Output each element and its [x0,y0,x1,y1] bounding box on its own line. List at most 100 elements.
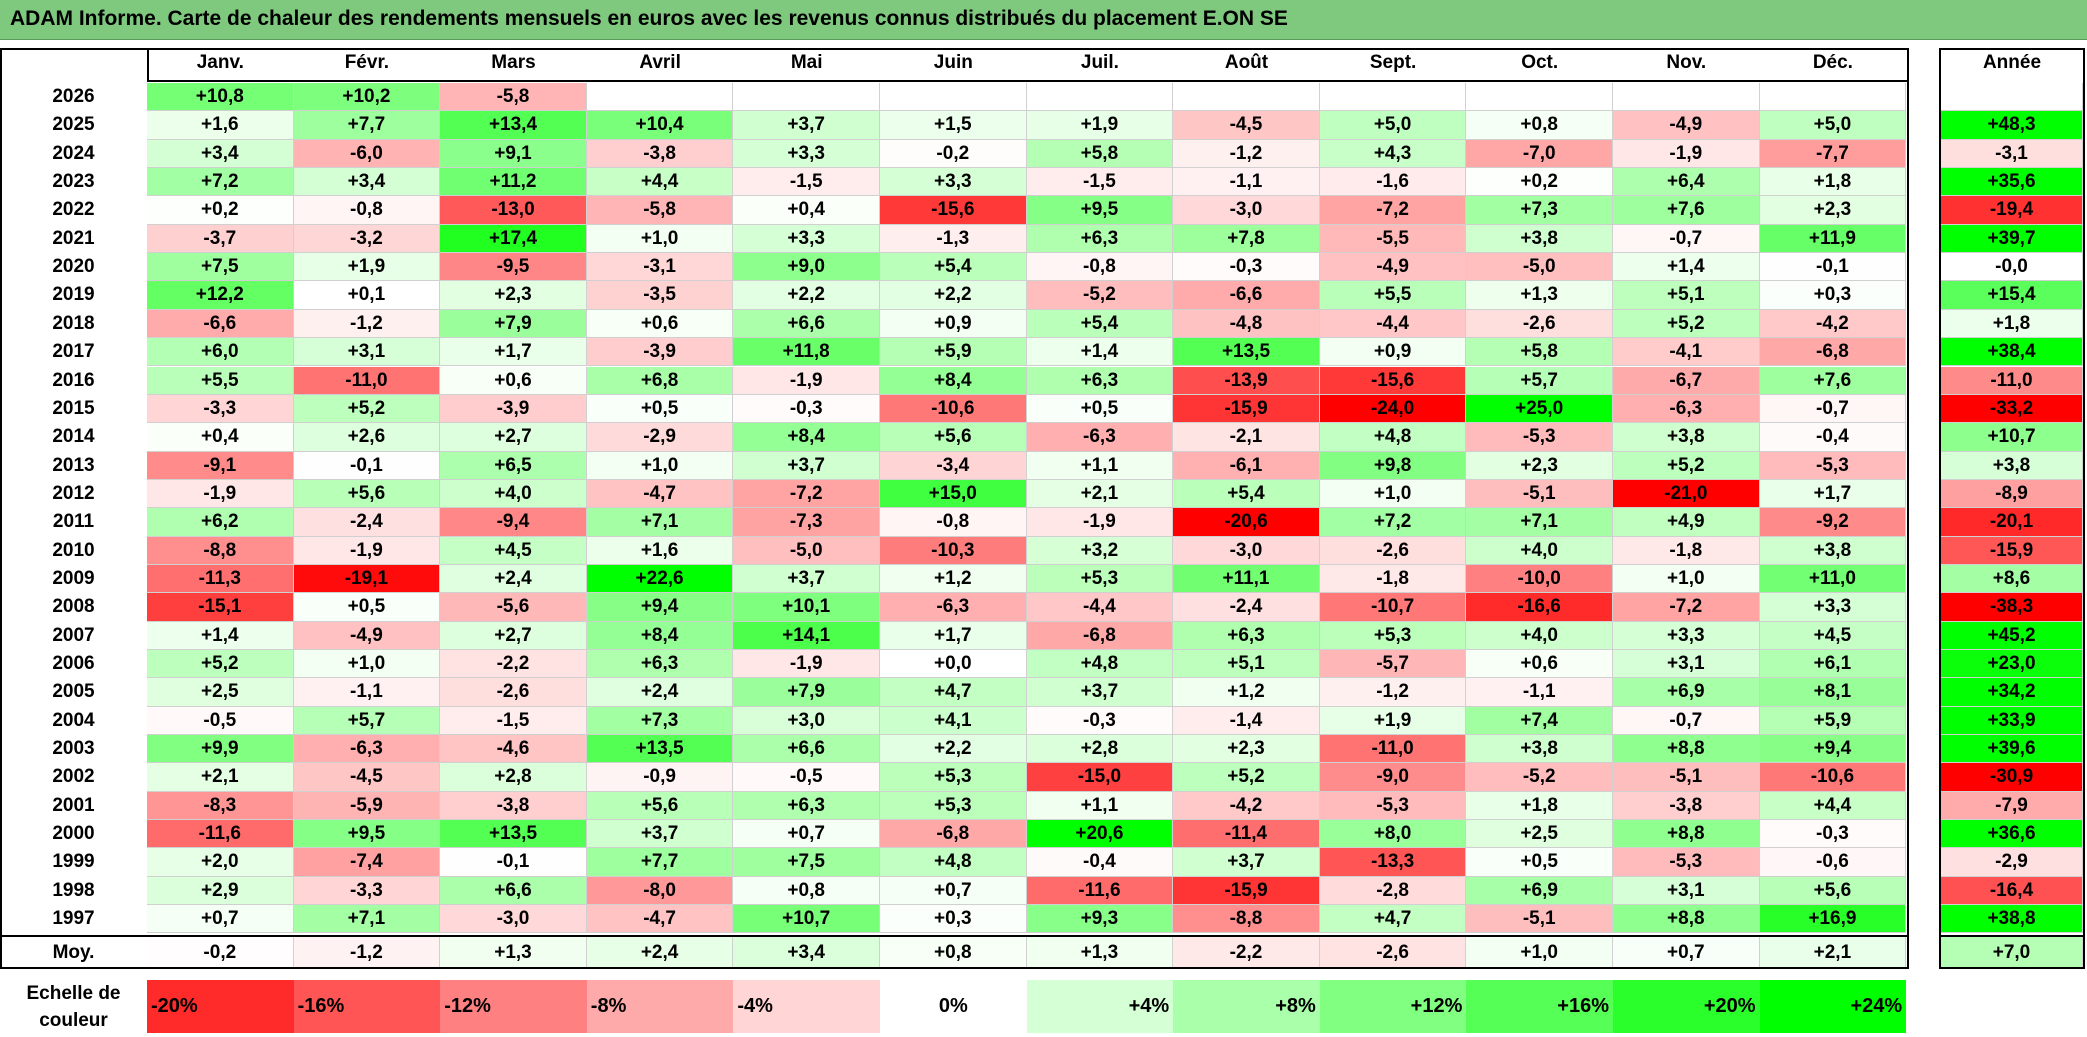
heatmap-cell: +2,1 [147,763,294,792]
heatmap-cell: -6,8 [1759,338,1907,367]
heatmap-cell: -1,8 [1613,536,1760,565]
heatmap-cell: +0,3 [880,905,1027,934]
heatmap-cell: -10,7 [1319,593,1467,622]
heatmap-cell: +6,0 [147,338,294,367]
year-label: 2004 [52,709,95,731]
heatmap-cell: +11,0 [1759,564,1907,594]
heatmap-cell: -1,3 [880,224,1027,254]
heatmap-cell: +5,4 [880,253,1027,282]
heatmap-cell: -4,9 [1613,111,1760,140]
heatmap-cell: -11,0 [1319,735,1467,764]
heatmap-cell: +2,9 [147,876,294,906]
heatmap-cell: -0,8 [293,196,441,225]
heatmap-cell: +5,2 [1613,451,1760,480]
heatmap-cell: +0,8 [1466,111,1613,140]
heatmap-cell: +6,2 [147,508,294,537]
year-label: 2025 [52,114,95,136]
annual-cell: -15,9 [1941,536,2083,565]
heatmap-cell: +0,7 [733,820,880,849]
year-label: 2000 [52,823,95,845]
heatmap-cell: +3,2 [1026,536,1174,565]
heatmap-cell: -6,3 [880,593,1027,622]
heatmap-cell: +0,4 [733,196,880,225]
heatmap-cell: -4,8 [1173,309,1320,339]
color-scale-swatch: -4% [733,980,880,1033]
heatmap-cell: +5,4 [1173,479,1320,509]
heatmap-cell: -6,3 [1026,423,1174,452]
heatmap-cell: -4,7 [586,479,734,509]
heatmap-cell: +4,7 [880,678,1027,707]
heatmap-cell: -13,9 [1173,366,1320,395]
heatmap-cell: -5,3 [1319,791,1467,821]
heatmap-cell: +9,3 [1026,905,1174,934]
heatmap-cell: -8,8 [147,536,294,565]
month-header: Nov. [1666,52,1707,73]
heatmap-cell: -5,3 [1759,451,1907,480]
title-bar: ADAM Informe. Carte de chaleur des rende… [0,0,2087,40]
heatmap-cell: +5,5 [1319,281,1467,310]
annual-cell: -0,0 [1941,253,2083,282]
year-label: 2015 [52,397,95,419]
heatmap-cell: +3,4 [147,139,294,169]
heatmap-cell: +2,1 [1026,479,1174,509]
heatmap-cell: +2,2 [880,735,1027,764]
heatmap-cell: +2,8 [440,763,587,792]
heatmap-cell: +6,3 [1026,366,1174,395]
heatmap-cell: +4,1 [880,706,1027,736]
heatmap-cell: -6,1 [1173,451,1320,480]
heatmap-cell: +22,6 [586,564,734,594]
heatmap-cell: +0,5 [1466,848,1613,877]
heatmap-cell: +5,7 [1466,366,1613,395]
annual-cell: -20,1 [1941,508,2083,537]
heatmap-cell: -1,9 [1026,508,1174,537]
heatmap-cell: -4,2 [1759,309,1907,339]
heatmap-cell: +2,4 [586,678,734,707]
heatmap-cell: +7,3 [586,706,734,736]
heatmap-cell: +14,1 [733,621,880,650]
heatmap-cell: -11,6 [1026,876,1174,906]
year-label: 2012 [52,482,95,504]
heatmap-cell: +1,2 [1173,678,1320,707]
heatmap-cell: +5,3 [1026,564,1174,594]
year-label: 1999 [52,851,95,873]
heatmap-cell: -6,0 [293,139,441,169]
month-header: Janv. [196,52,244,73]
heatmap-cell: +1,0 [586,451,734,480]
heatmap-cell: -1,1 [1466,678,1613,707]
year-label: 2002 [52,766,95,788]
year-label: 1997 [52,908,95,930]
annual-cell: -8,9 [1941,479,2083,509]
heatmap-cell: -15,0 [1026,763,1174,792]
heatmap-cell: -7,2 [1613,593,1760,622]
annual-cell: -7,9 [1941,791,2083,821]
heatmap-cell: +9,4 [1759,735,1907,764]
heatmap-cell: -7,2 [1319,196,1467,225]
heatmap-cell: -3,3 [147,394,294,424]
heatmap-cell: +13,5 [440,820,587,849]
heatmap-cell: +11,8 [733,338,880,367]
annual-cell: -33,2 [1941,394,2083,424]
annual-cell: +36,6 [1941,820,2083,849]
heatmap-cell: +8,4 [586,621,734,650]
heatmap-cell: +9,4 [586,593,734,622]
average-separator [0,935,1910,937]
heatmap-cell: +2,8 [1026,735,1174,764]
heatmap-cell: +5,6 [1759,876,1907,906]
heatmap-cell: -5,5 [1319,224,1467,254]
month-header: Août [1224,52,1269,73]
heatmap-cell: -3,5 [586,281,734,310]
heatmap-cell: +17,4 [440,224,587,254]
heatmap-cell: -0,7 [1613,224,1760,254]
average-cell: +1,3 [440,937,587,969]
heatmap-cell: -7,2 [733,479,880,509]
heatmap-cell: +7,1 [1466,508,1613,537]
heatmap-cell: -5,6 [440,593,587,622]
heatmap-cell: +12,2 [147,281,294,310]
heatmap-cell: +4,0 [440,479,587,509]
heatmap-cell: +3,3 [733,224,880,254]
heatmap-cell: +3,8 [1466,735,1613,764]
heatmap-cell: +11,2 [440,168,587,197]
month-header: Mars [491,52,536,73]
heatmap-cell: +6,6 [733,309,880,339]
year-label: 2019 [52,284,95,306]
